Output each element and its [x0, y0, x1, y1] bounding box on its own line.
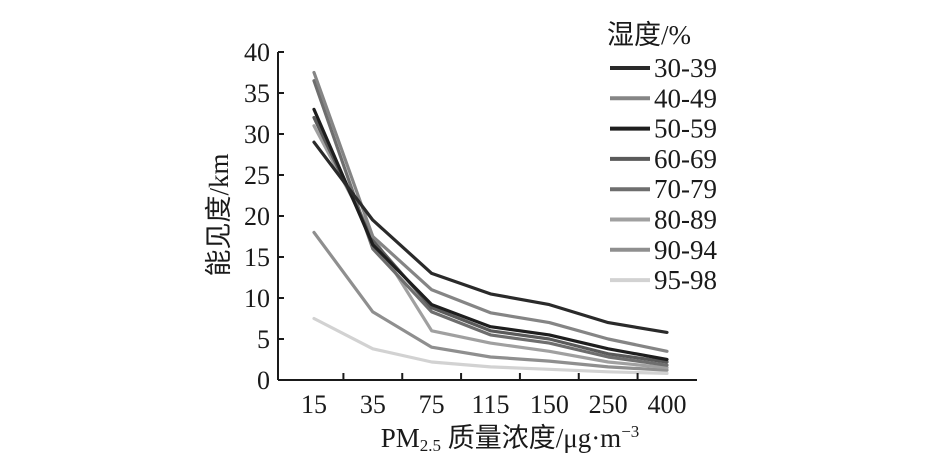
- legend-title: 湿度/%: [607, 20, 691, 50]
- legend-label: 40-49: [654, 83, 717, 113]
- y-tick-label: 10: [244, 284, 270, 313]
- tick-labels: 0 5 10 15 20 25 30 35 40 15 35 75 115 150 250 400: [244, 38, 687, 419]
- legend-label: 70-79: [654, 174, 717, 204]
- x-axis-title: PM2.5 质量浓度/μg·m−3: [381, 422, 640, 455]
- legend-label: 90-94: [654, 235, 717, 265]
- series-line-90-94: [312, 230, 669, 372]
- series-line-95-98: [312, 316, 669, 375]
- y-tick-label: 5: [257, 325, 270, 354]
- series-line-60-69: [312, 115, 669, 364]
- x-tick-label: 150: [530, 390, 569, 419]
- y-tick-label: 40: [244, 38, 270, 67]
- y-tick-label: 25: [244, 161, 270, 190]
- plot-lines: [312, 70, 669, 375]
- legend-label: 30-39: [654, 53, 717, 83]
- y-tick-label: 35: [244, 79, 270, 108]
- x-tick-label: 400: [648, 390, 687, 419]
- x-tick-label: 75: [419, 390, 445, 419]
- x-tick-label: 115: [471, 390, 509, 419]
- series-line-30-39: [312, 140, 669, 334]
- legend-label: 50-59: [654, 114, 717, 144]
- legend-label: 95-98: [654, 265, 717, 295]
- x-tick-label: 35: [360, 390, 386, 419]
- series-line-50-59: [312, 107, 669, 362]
- series-line-70-79: [312, 79, 669, 367]
- legend: 湿度/% 30-3940-4950-5960-6970-7980-8990-94…: [607, 20, 717, 295]
- x-tick-label: 250: [589, 390, 628, 419]
- legend-label: 80-89: [654, 205, 717, 235]
- axes: [277, 51, 697, 381]
- y-axis-title: 能见度/km: [204, 153, 234, 276]
- y-tick-label: 15: [244, 243, 270, 272]
- x-tick-label: 15: [301, 390, 327, 419]
- y-tick-label: 0: [257, 366, 270, 395]
- y-tick-label: 20: [244, 202, 270, 231]
- series-line-40-49: [312, 70, 669, 353]
- legend-label: 60-69: [654, 144, 717, 174]
- y-tick-label: 30: [244, 120, 270, 149]
